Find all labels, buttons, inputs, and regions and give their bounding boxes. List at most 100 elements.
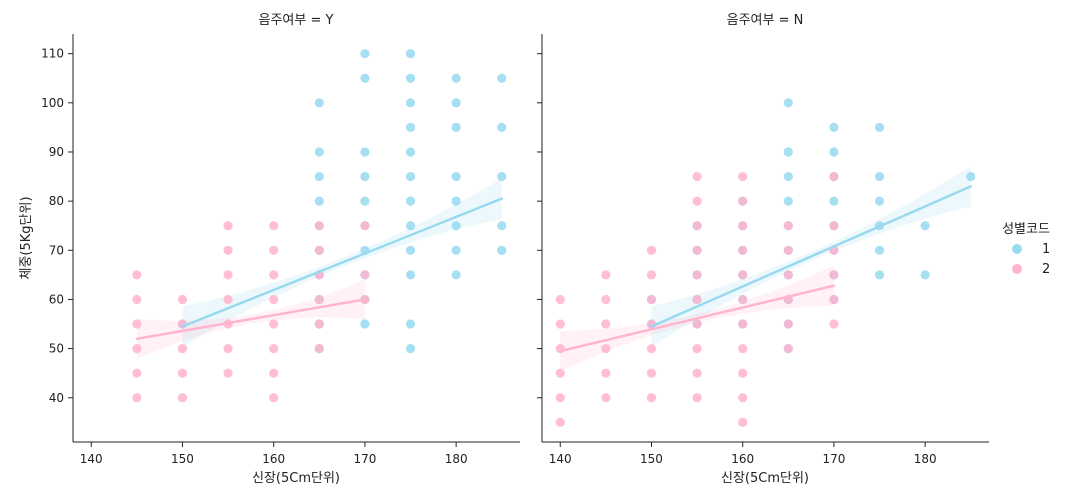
data-point-1: [874, 270, 885, 280]
data-point-1: [451, 196, 461, 206]
data-point-2: [177, 393, 188, 403]
data-point-2: [132, 344, 142, 354]
legend-marker-1: [1012, 244, 1022, 254]
data-point-2: [829, 270, 839, 280]
data-point-2: [269, 270, 279, 280]
x-tick-label: 160: [262, 452, 285, 466]
data-point-2: [223, 221, 233, 231]
data-point-1: [451, 245, 461, 255]
data-point-2: [738, 270, 748, 280]
data-point-2: [314, 221, 324, 231]
x-tick-label: 170: [353, 452, 376, 466]
data-point-1: [497, 221, 507, 231]
data-point-2: [738, 171, 748, 182]
regression-line-1: [650, 185, 972, 328]
data-point-2: [692, 344, 702, 354]
y-tick-label: 110: [41, 47, 64, 61]
data-point-2: [132, 270, 142, 280]
data-point-2: [223, 270, 233, 280]
data-point-2: [601, 270, 611, 280]
data-point-2: [783, 270, 793, 280]
x-ticks: 140 150 160 170 180: [549, 442, 937, 466]
data-point-2: [646, 368, 657, 378]
x-axis-label: 신장(5Cm단위): [721, 471, 809, 486]
data-point-1: [314, 196, 324, 206]
data-point-2: [738, 417, 748, 427]
data-point-2: [829, 221, 839, 231]
data-point-2: [223, 294, 233, 305]
data-point-2: [555, 417, 565, 427]
data-point-1: [360, 319, 370, 329]
x-tick-label: 140: [80, 452, 103, 466]
data-point-1: [405, 49, 416, 59]
panel-drinking-y: 음주여부 = Y 140 150 160 170 180 40 50 60 70 80 90 100…: [19, 13, 520, 486]
y-tick-label: 50: [49, 342, 64, 356]
data-point-2: [555, 368, 565, 378]
legend-label-1: 1: [1042, 242, 1050, 257]
data-point-2: [132, 294, 142, 305]
y-tick-label: 90: [49, 145, 64, 159]
data-point-2: [738, 245, 748, 255]
data-point-1: [829, 122, 839, 132]
data-point-2: [692, 221, 702, 231]
data-point-2: [738, 294, 748, 305]
confidence-bands: [560, 166, 971, 372]
x-tick-label: 180: [914, 452, 937, 466]
data-point-1: [360, 171, 370, 182]
data-point-1: [405, 196, 416, 206]
data-point-2: [783, 344, 793, 354]
data-point-1: [405, 73, 416, 83]
y-tick-label: 80: [49, 194, 64, 208]
data-point-2: [177, 344, 188, 354]
x-tick-label: 180: [445, 452, 468, 466]
data-point-2: [223, 344, 233, 354]
data-point-1: [829, 196, 839, 206]
data-point-2: [269, 294, 279, 305]
data-point-1: [405, 147, 416, 157]
data-point-1: [920, 270, 930, 280]
data-point-2: [692, 393, 702, 403]
data-point-1: [874, 196, 885, 206]
panel-title-drinking-n: 음주여부 = N: [727, 13, 804, 28]
data-point-2: [269, 393, 279, 403]
data-point-2: [601, 393, 611, 403]
data-point-2: [738, 221, 748, 231]
x-tick-label: 160: [731, 452, 754, 466]
y-tick-label: 40: [49, 391, 64, 405]
data-point-1: [783, 147, 793, 157]
data-point-1: [829, 147, 839, 157]
data-point-2: [269, 368, 279, 378]
data-point-2: [555, 393, 565, 403]
data-point-2: [314, 319, 324, 329]
scatter-points: [555, 98, 976, 427]
data-point-1: [497, 122, 507, 132]
data-point-2: [601, 344, 611, 354]
data-point-2: [783, 319, 793, 329]
regression-lines: [135, 197, 503, 340]
data-point-2: [646, 344, 657, 354]
data-point-2: [314, 245, 324, 255]
data-point-1: [314, 171, 324, 182]
data-point-2: [177, 294, 188, 305]
data-point-2: [132, 319, 142, 329]
data-point-1: [451, 171, 461, 182]
panel-drinking-n: 음주여부 = N 140 150 160 170 180 신장(5Cm단위): [537, 13, 989, 486]
y-ticks: [537, 53, 542, 399]
data-point-2: [738, 344, 748, 354]
data-point-1: [360, 49, 370, 59]
data-point-1: [360, 73, 370, 83]
data-point-1: [783, 98, 793, 108]
data-point-1: [405, 221, 416, 231]
data-point-1: [405, 344, 416, 354]
y-tick-label: 60: [49, 292, 64, 306]
data-point-1: [874, 245, 885, 255]
data-point-1: [405, 319, 416, 329]
x-ticks: 140 150 160 170 180: [80, 442, 468, 466]
data-point-2: [829, 319, 839, 329]
data-point-2: [738, 393, 748, 403]
data-point-2: [314, 294, 324, 305]
data-point-2: [132, 393, 142, 403]
x-tick-label: 150: [640, 452, 663, 466]
regression-lines: [559, 185, 972, 353]
data-point-2: [783, 245, 793, 255]
